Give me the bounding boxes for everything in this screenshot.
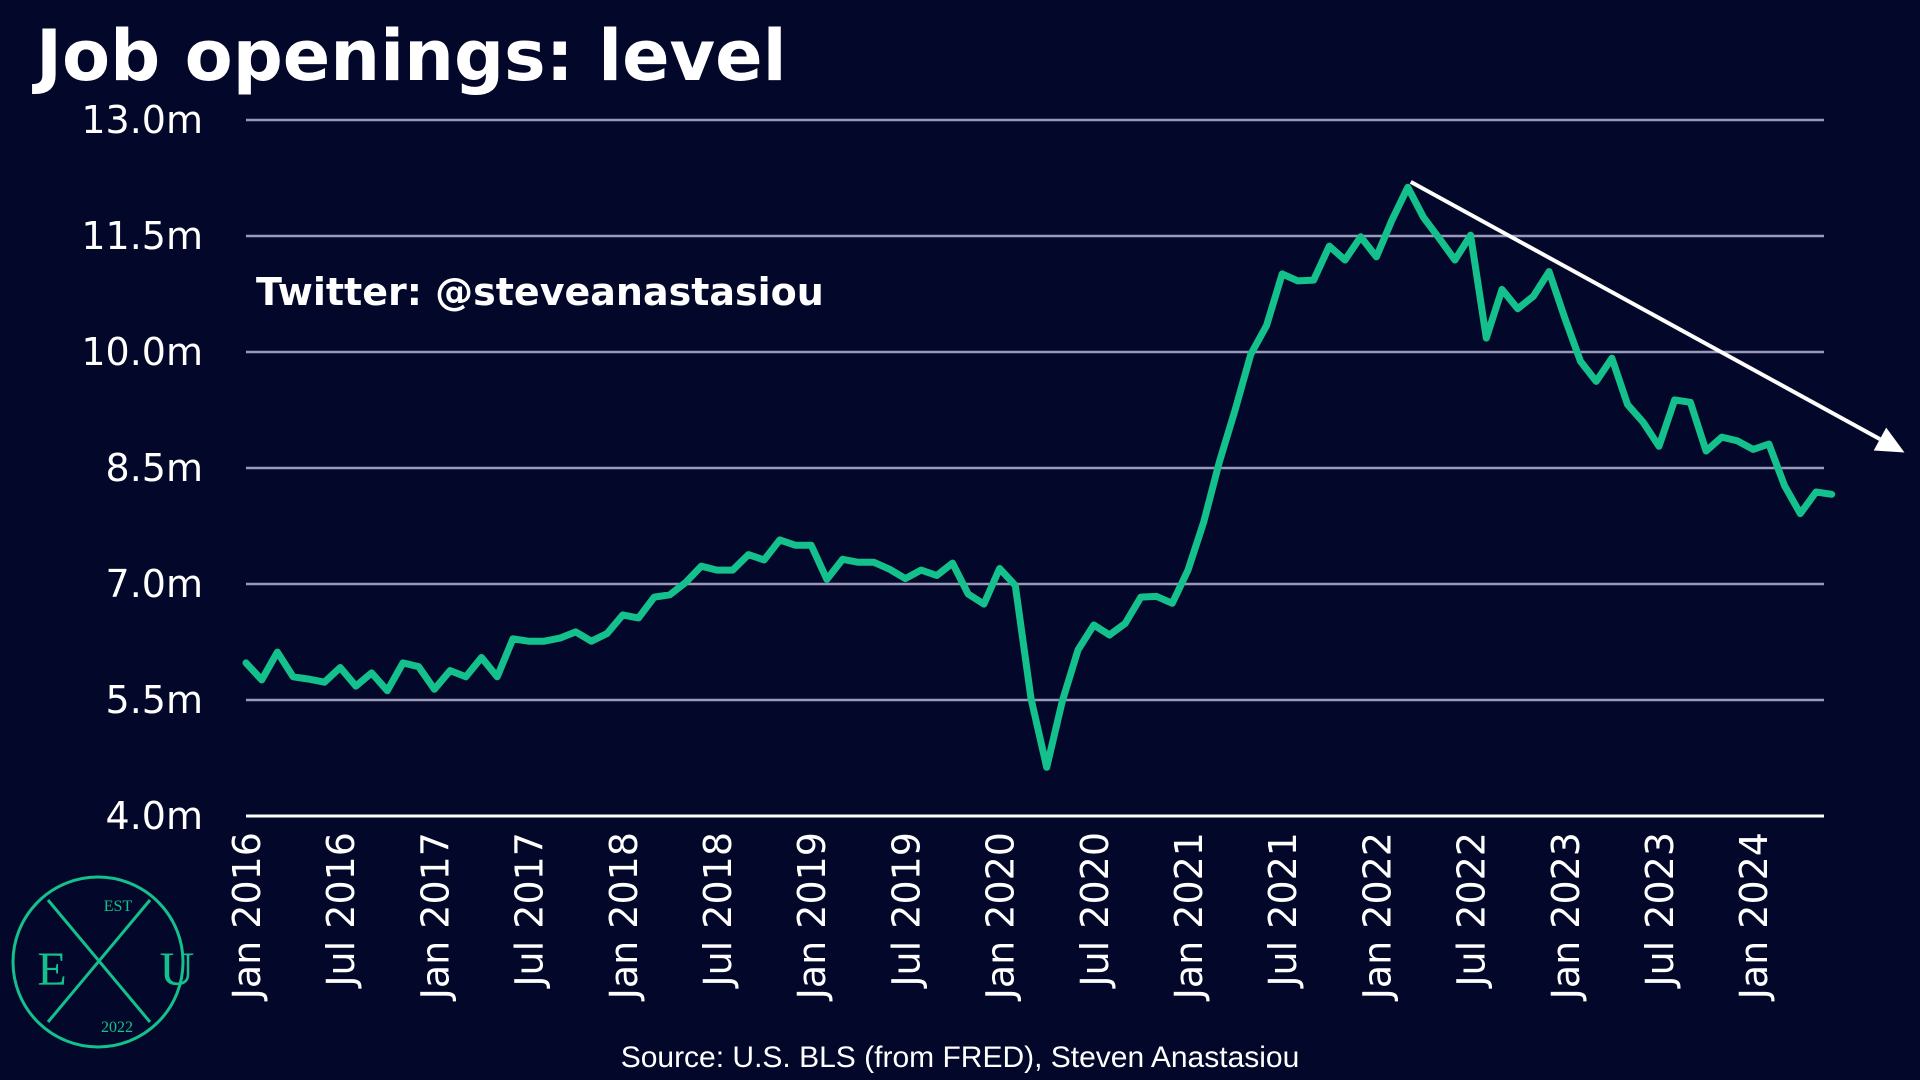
x-tick-label-12: Jan 2022 xyxy=(1355,832,1399,1001)
logo-right-letter: U xyxy=(160,943,195,996)
x-tick-label-0: Jan 2016 xyxy=(225,832,269,1001)
logo-left-letter: E xyxy=(37,943,66,996)
y-tick-label-4: 7.0m xyxy=(106,562,203,606)
series-line-0 xyxy=(242,183,1836,771)
x-tick-label-4: Jan 2018 xyxy=(602,832,646,1001)
y-tick-label-6: 4.0m xyxy=(106,794,203,838)
y-tick-label-2: 10.0m xyxy=(81,330,203,374)
x-tick-label-3: Jul 2017 xyxy=(508,832,552,989)
x-tick-label-10: Jan 2021 xyxy=(1167,832,1211,1001)
y-tick-label-3: 8.5m xyxy=(106,446,203,490)
trend-arrow-annotation xyxy=(1409,180,1905,453)
x-tick-label-14: Jan 2023 xyxy=(1544,832,1588,1001)
y-axis-tick-labels: 13.0m 11.5m 10.0m 8.5m 7.0m 5.5m 4.0m xyxy=(81,98,203,838)
y-tick-label-5: 5.5m xyxy=(106,678,203,722)
logo-top-text: EST xyxy=(104,898,133,915)
chart-title: Job openings: level xyxy=(32,15,787,97)
x-tick-label-1: Jul 2016 xyxy=(319,832,363,989)
x-tick-label-5: Jul 2018 xyxy=(696,832,740,989)
x-tick-label-6: Jan 2019 xyxy=(790,832,834,1001)
x-tick-label-7: Jul 2019 xyxy=(884,832,928,989)
x-axis-tick-labels: Jan 2016 Jul 2016 Jan 2017 Jul 2017 Jan 2018… xyxy=(225,832,1776,1001)
y-tick-label-0: 13.0m xyxy=(81,98,203,142)
gridlines xyxy=(246,118,1824,818)
x-tick-label-13: Jul 2022 xyxy=(1450,832,1494,989)
logo-sword-right xyxy=(46,899,152,1023)
x-tick-label-2: Jan 2017 xyxy=(413,832,457,1001)
trend-arrow-shaft xyxy=(1409,180,1881,441)
x-tick-label-15: Jul 2023 xyxy=(1638,832,1682,989)
exu-logo: EST E U 2022 xyxy=(11,875,195,1049)
logo-bottom-text: 2022 xyxy=(101,1019,133,1036)
x-tick-label-11: Jul 2021 xyxy=(1261,832,1305,989)
source-note: Source: U.S. BLS (from FRED), Steven Ana… xyxy=(621,1041,1300,1074)
x-tick-label-9: Jul 2020 xyxy=(1073,832,1117,989)
x-tick-label-16: Jan 2024 xyxy=(1732,832,1776,1001)
series-layer xyxy=(242,183,1836,771)
y-tick-label-1: 11.5m xyxy=(81,214,203,258)
twitter-watermark: Twitter: @steveanastasiou xyxy=(256,270,824,314)
logo-ring xyxy=(11,875,185,1049)
trend-arrow-head xyxy=(1873,427,1905,453)
x-tick-label-8: Jan 2020 xyxy=(979,832,1023,1001)
